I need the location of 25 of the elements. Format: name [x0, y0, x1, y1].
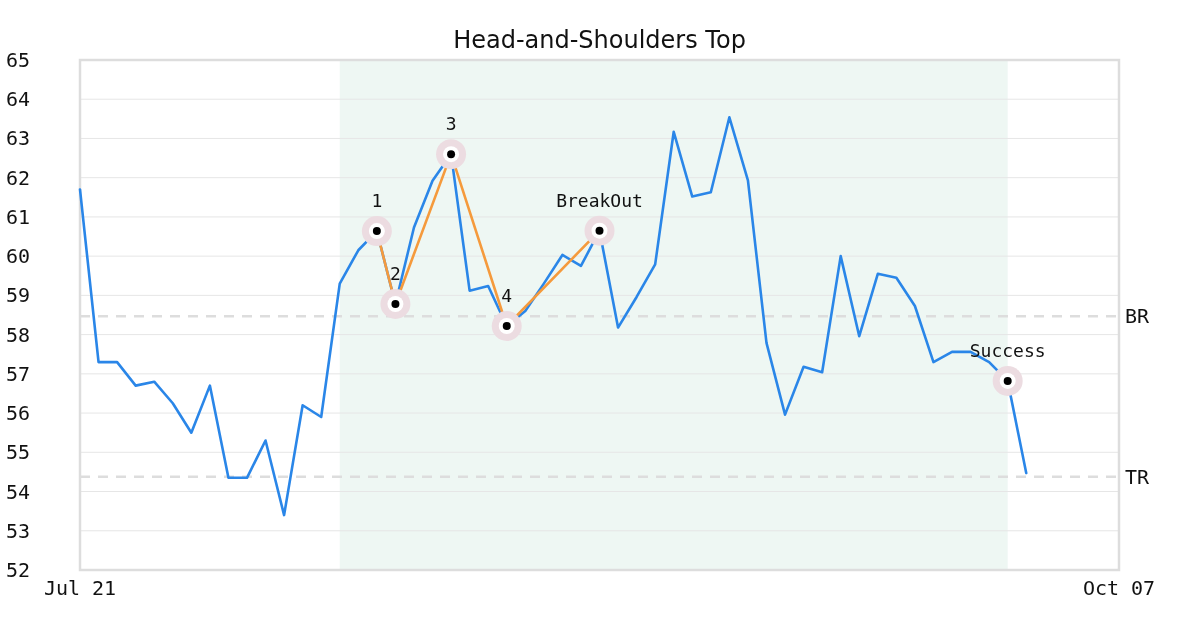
annotation: 2 — [389, 263, 401, 285]
y-tick-label: 56 — [5, 401, 31, 426]
y-tick-label: 54 — [5, 479, 31, 504]
y-tick-label: 52 — [5, 558, 31, 582]
y-tick-label: 58 — [5, 322, 31, 347]
y-tick-label: 62 — [5, 165, 31, 190]
x-tick-label: Oct 07 — [1082, 576, 1156, 600]
annotation: 4 — [501, 284, 513, 306]
y-tick-label: 61 — [5, 204, 31, 229]
y-tick-label: 57 — [5, 361, 31, 386]
ref-line-label: BR — [1125, 304, 1151, 329]
annotation: 1 — [371, 190, 383, 212]
annotation: Success — [969, 339, 1046, 361]
x-tick-label: Jul 21 — [43, 576, 117, 600]
ref-line-label: TR — [1125, 464, 1151, 489]
y-tick-label: 63 — [5, 126, 31, 151]
annotation: 3 — [445, 113, 457, 135]
y-tick-label: 55 — [5, 440, 31, 465]
y-tick-label: 60 — [5, 244, 31, 269]
y-tick-label: 65 — [5, 48, 31, 72]
annotation: BreakOut — [556, 189, 643, 211]
y-tick-label: 59 — [5, 283, 31, 308]
y-tick-label: 53 — [5, 518, 31, 543]
y-tick-label: 64 — [5, 87, 31, 112]
chart-title: Head-and-Shoulders Top — [453, 26, 746, 54]
